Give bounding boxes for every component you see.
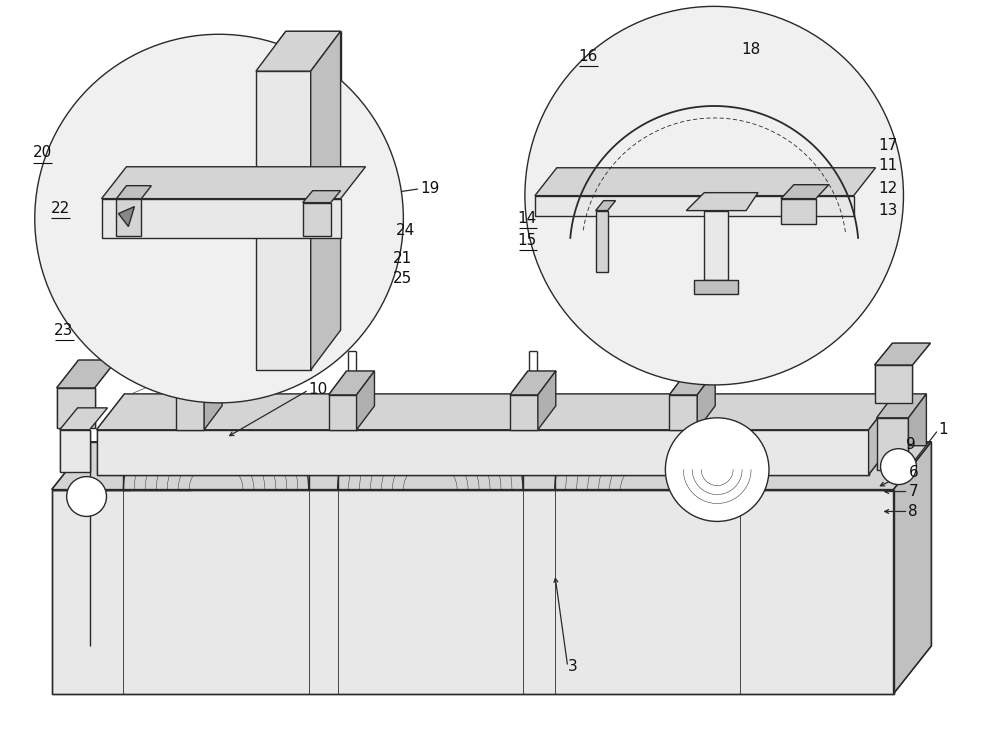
- Polygon shape: [875, 365, 912, 403]
- Polygon shape: [57, 360, 116, 388]
- Polygon shape: [877, 394, 926, 417]
- Circle shape: [525, 7, 903, 385]
- Polygon shape: [52, 442, 931, 490]
- Polygon shape: [535, 168, 876, 196]
- Polygon shape: [704, 211, 728, 280]
- Text: 25: 25: [392, 270, 412, 286]
- Polygon shape: [303, 203, 331, 235]
- Circle shape: [67, 476, 106, 517]
- Text: 21: 21: [392, 251, 412, 266]
- Text: 8: 8: [908, 504, 918, 519]
- Polygon shape: [669, 395, 697, 430]
- Polygon shape: [303, 190, 341, 203]
- Text: 24: 24: [395, 223, 415, 238]
- Polygon shape: [57, 388, 95, 428]
- Polygon shape: [538, 371, 556, 430]
- Polygon shape: [908, 394, 926, 445]
- Polygon shape: [894, 442, 931, 694]
- Polygon shape: [877, 417, 908, 470]
- Polygon shape: [329, 395, 357, 430]
- Polygon shape: [204, 371, 222, 430]
- Polygon shape: [102, 167, 366, 198]
- Polygon shape: [535, 196, 854, 215]
- Polygon shape: [596, 211, 608, 273]
- Polygon shape: [596, 201, 616, 211]
- Polygon shape: [329, 371, 374, 395]
- Polygon shape: [102, 198, 341, 238]
- Polygon shape: [697, 371, 715, 430]
- Polygon shape: [60, 430, 90, 472]
- Text: 20: 20: [32, 146, 52, 160]
- Text: 7: 7: [908, 484, 918, 499]
- Text: 15: 15: [518, 233, 537, 248]
- Text: 23: 23: [54, 323, 74, 337]
- Polygon shape: [357, 371, 374, 430]
- Text: 10: 10: [309, 382, 328, 398]
- Polygon shape: [781, 198, 816, 223]
- Polygon shape: [256, 71, 311, 370]
- Polygon shape: [97, 394, 896, 430]
- Text: 3: 3: [568, 659, 577, 675]
- Polygon shape: [176, 395, 204, 430]
- Polygon shape: [311, 32, 341, 370]
- Polygon shape: [116, 198, 141, 237]
- Polygon shape: [510, 395, 538, 430]
- Text: 13: 13: [879, 203, 898, 218]
- Polygon shape: [256, 32, 341, 71]
- Text: 14: 14: [518, 211, 537, 226]
- Polygon shape: [869, 394, 896, 475]
- Polygon shape: [176, 371, 222, 395]
- Text: 9: 9: [906, 437, 916, 452]
- Text: 12: 12: [879, 182, 898, 196]
- Text: 11: 11: [879, 158, 898, 173]
- Polygon shape: [781, 184, 829, 198]
- Circle shape: [881, 448, 916, 484]
- Text: 1: 1: [938, 423, 948, 437]
- Polygon shape: [116, 186, 151, 198]
- Text: 19: 19: [420, 182, 440, 196]
- Polygon shape: [60, 408, 107, 430]
- Polygon shape: [694, 280, 738, 294]
- Polygon shape: [875, 343, 930, 365]
- Polygon shape: [686, 193, 758, 211]
- Circle shape: [665, 417, 769, 521]
- Text: 17: 17: [879, 138, 898, 154]
- Circle shape: [35, 35, 403, 403]
- Polygon shape: [510, 371, 556, 395]
- Text: 16: 16: [578, 49, 598, 64]
- Polygon shape: [52, 490, 894, 694]
- Text: 6: 6: [908, 465, 918, 480]
- Polygon shape: [97, 430, 869, 475]
- Polygon shape: [669, 371, 715, 395]
- Polygon shape: [118, 207, 134, 226]
- Text: 18: 18: [741, 42, 760, 57]
- Text: 22: 22: [50, 201, 70, 216]
